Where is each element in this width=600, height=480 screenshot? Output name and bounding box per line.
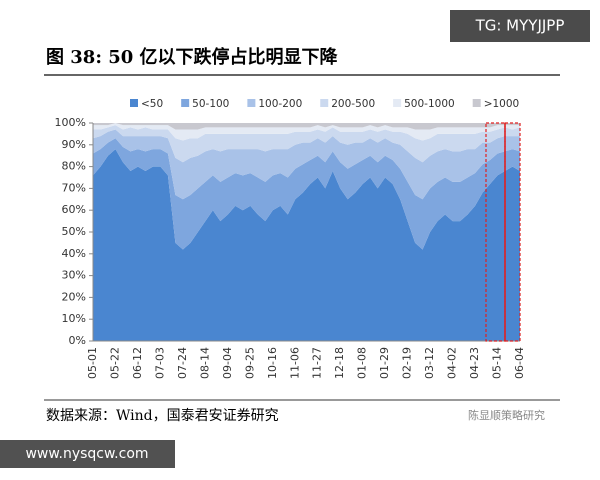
y-tick-label: 90%	[62, 138, 86, 151]
area	[93, 129, 520, 200]
legend-swatch	[181, 99, 190, 107]
legend-label: 100-200	[258, 98, 302, 110]
legend-swatch	[130, 99, 138, 107]
chart-title: 图 38: 50 亿以下跌停占比明显下降	[46, 46, 339, 68]
x-tick-label: 04-02	[446, 347, 459, 379]
watermark-box	[450, 10, 590, 42]
x-tick-label: 12-18	[333, 347, 346, 379]
area	[93, 138, 520, 250]
legend-label: 500-1000	[404, 98, 455, 110]
x-tick-label: 01-08	[356, 347, 369, 379]
y-tick-label: 30%	[62, 269, 86, 282]
x-tick-label: 09-04	[221, 347, 234, 379]
x-tick-label: 11-27	[311, 347, 324, 379]
y-tick-label: 0%	[69, 334, 86, 347]
y-tick-label: 100%	[55, 116, 86, 129]
y-tick-label: 40%	[62, 247, 86, 260]
x-tick-label: 05-22	[108, 347, 121, 379]
x-tick-label: 05-14	[491, 347, 504, 379]
x-tick-label: 05-01	[86, 347, 99, 379]
area	[93, 125, 520, 163]
x-tick-label: 02-19	[401, 347, 414, 379]
x-tick-label: 03-12	[423, 347, 436, 379]
legend-label: <50	[141, 98, 163, 110]
y-tick-label: 60%	[62, 203, 86, 216]
x-tick-label: 06-12	[131, 347, 144, 379]
x-tick-label: 08-14	[198, 347, 211, 379]
legend-label: 200-500	[331, 98, 375, 110]
area	[93, 149, 520, 341]
legend-swatch	[472, 99, 481, 107]
area	[93, 123, 520, 141]
x-tick-label: 01-29	[378, 347, 391, 379]
x-tick-label: 07-03	[153, 347, 166, 379]
legend-swatch	[320, 99, 329, 107]
source: 数据来源：Wind，国泰君安证券研究	[46, 408, 279, 424]
y-tick-label: 20%	[62, 290, 86, 303]
y-tick-label: 80%	[62, 160, 86, 173]
y-tick-label: 10%	[62, 312, 86, 325]
legend-swatch	[393, 99, 402, 107]
x-tick-label: 04-23	[468, 347, 481, 379]
watermark: 陈显顺策略研究	[468, 408, 545, 422]
legend-label: 50-100	[192, 98, 229, 110]
watermark-box	[0, 440, 175, 468]
x-tick-label: 07-24	[176, 347, 189, 379]
watermark: www.nysqcw.com	[25, 446, 148, 462]
x-tick-label: 09-25	[243, 347, 256, 379]
legend-label: >1000	[484, 98, 520, 110]
legend-swatch	[247, 99, 256, 107]
y-tick-label: 70%	[62, 181, 86, 194]
y-tick-label: 50%	[62, 225, 86, 238]
area	[93, 123, 520, 130]
x-tick-label: 11-06	[288, 347, 301, 379]
x-tick-label: 06-04	[513, 347, 526, 379]
watermark: TG: MYYJJPP	[475, 17, 565, 35]
x-tick-label: 10-16	[266, 347, 279, 379]
